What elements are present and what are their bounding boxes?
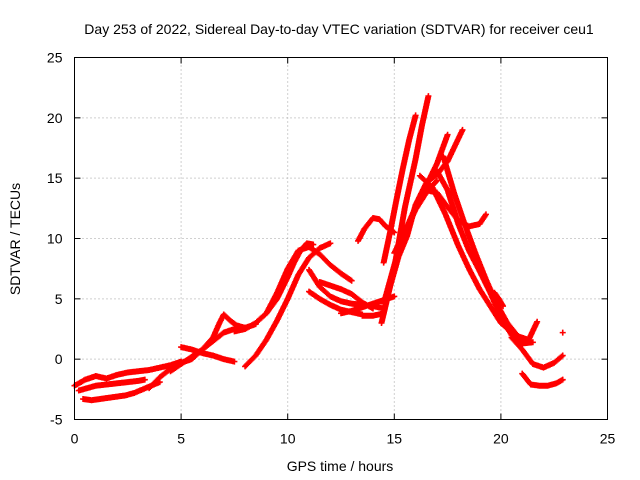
series-arc-24 <box>508 334 566 371</box>
series-arc-6 <box>178 344 238 365</box>
series-marks <box>178 344 238 365</box>
y-tick-label: 5 <box>55 291 63 307</box>
y-tick-label: 15 <box>47 170 63 186</box>
data-marks <box>71 93 566 404</box>
series-marks <box>559 329 566 336</box>
x-tick-label: 25 <box>600 431 616 447</box>
x-tick-label: 20 <box>493 431 509 447</box>
tick-labels: 0 5 10 15 20 25 -5 0 5 10 15 20 25 <box>47 50 616 447</box>
y-tick-label: 25 <box>47 50 63 66</box>
x-axis-title: GPS time / hours <box>287 458 394 474</box>
series-marks <box>355 214 398 244</box>
y-tick-label: 20 <box>47 110 63 126</box>
series-arc-2 <box>75 376 148 394</box>
x-tick-label: 15 <box>387 431 403 447</box>
series-arc-16 <box>355 214 398 244</box>
x-tick-label: 5 <box>177 431 185 447</box>
series-marks <box>440 153 541 343</box>
series-arc-25 <box>519 370 566 389</box>
series-marks <box>75 376 148 394</box>
axis-ticks <box>74 57 608 420</box>
series-arc-9 <box>231 240 317 335</box>
series-marks <box>231 240 317 335</box>
x-tick-label: 10 <box>280 431 296 447</box>
y-tick-label: -5 <box>50 412 63 428</box>
series-arc-23 <box>440 153 541 343</box>
series-arc-19 <box>391 131 451 256</box>
series-arc-26 <box>491 289 507 310</box>
y-tick-label: 0 <box>55 351 63 367</box>
series-marks <box>491 289 507 310</box>
series-outlier <box>559 329 566 336</box>
series-marks <box>508 334 566 371</box>
series-marks <box>519 370 566 389</box>
x-tick-label: 0 <box>71 431 79 447</box>
y-axis-title: SDTVAR / TECUs <box>7 183 23 295</box>
y-tick-label: 10 <box>47 231 63 247</box>
grid <box>74 57 608 420</box>
chart-title: Day 253 of 2022, Sidereal Day-to-day VTE… <box>84 21 594 37</box>
series-marks <box>391 131 451 256</box>
